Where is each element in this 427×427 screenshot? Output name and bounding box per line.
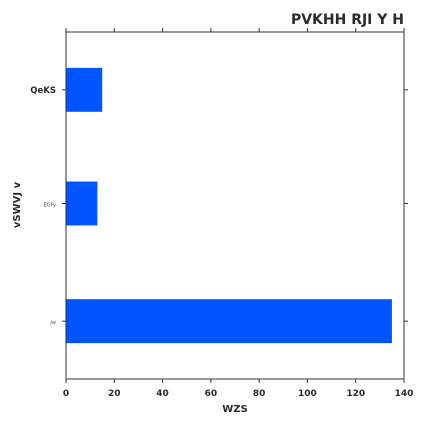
bar-jw [66, 299, 392, 344]
x-axis-label: WZS [222, 404, 247, 415]
plot-frame [65, 31, 405, 380]
x-tick-label-60: 60 [205, 389, 218, 399]
y-tick-label-jw: Jw [49, 320, 56, 326]
y-tick-label-qeks: QeKS [30, 86, 56, 96]
x-tick-label-40: 40 [156, 389, 169, 399]
x-axis-ticks: 0 20 40 60 80 100 120 140 [63, 28, 414, 399]
y-axis-label: vSWVJ v [12, 181, 23, 228]
x-tick-label-0: 0 [63, 389, 69, 399]
y-axis-ticks: QeKS EGFy Jw [30, 86, 408, 326]
bar-egfy [66, 181, 98, 226]
x-tick-label-140: 140 [395, 389, 414, 399]
chart-title: PVKHH RJI Y H [291, 12, 404, 28]
bar-qeks [66, 67, 103, 112]
y-tick-label-egfy: EGFy [44, 203, 56, 209]
x-tick-label-120: 120 [346, 389, 365, 399]
bars-group [66, 67, 392, 344]
x-tick-label-80: 80 [253, 389, 266, 399]
x-tick-label-20: 20 [108, 389, 121, 399]
x-tick-label-100: 100 [298, 389, 317, 399]
